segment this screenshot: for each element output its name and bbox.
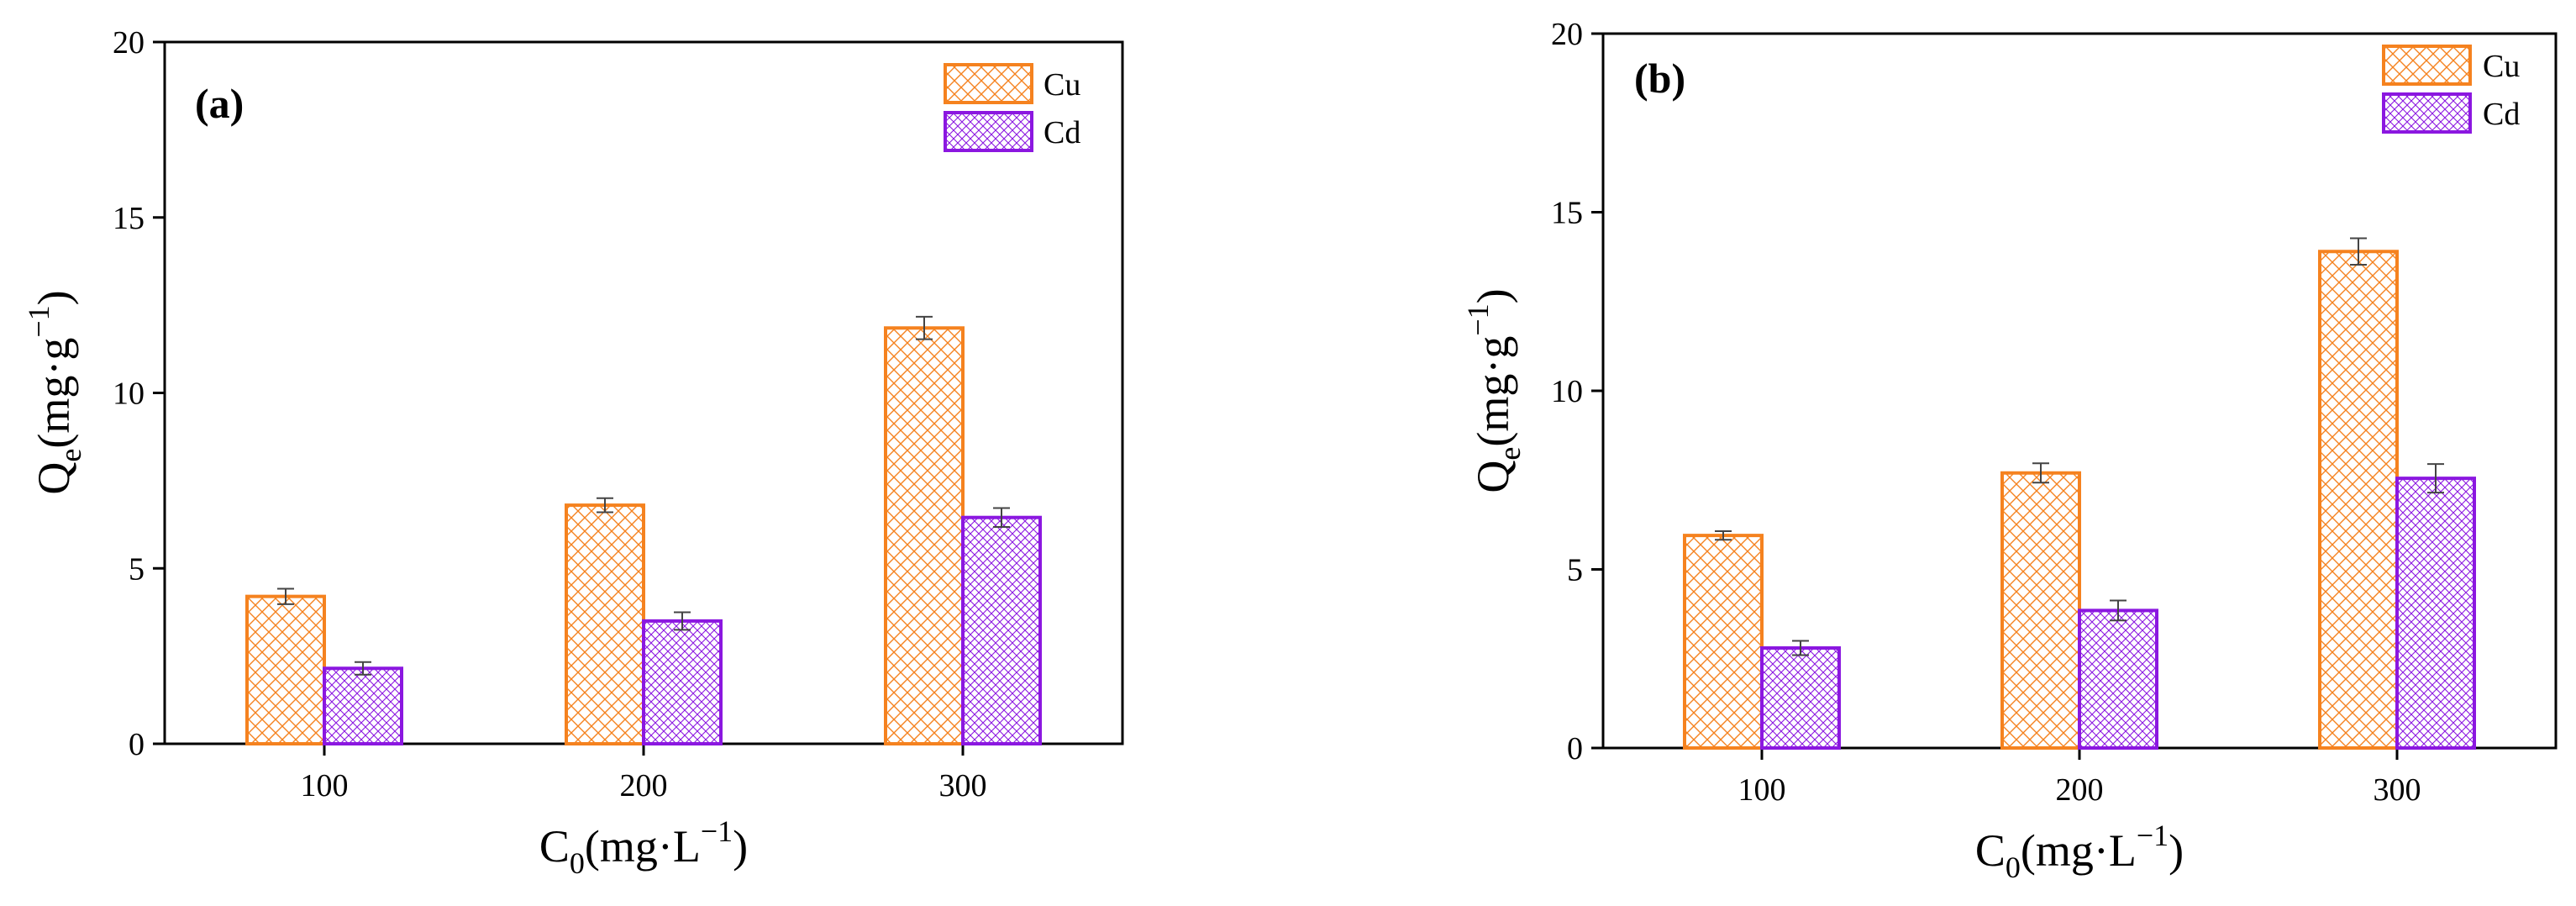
bar-cd-300 (2395, 477, 2476, 750)
bar-cu-200 (565, 503, 645, 745)
bar-cu-200 (2000, 471, 2081, 750)
bar-cu-300 (884, 326, 965, 745)
y-tick-label: 0 (129, 727, 145, 762)
panel-label: (a) (195, 80, 244, 127)
legend-label-cu: Cu (1044, 67, 1080, 103)
bars (245, 326, 1042, 746)
legend-swatch-cu (2382, 45, 2472, 86)
bar-cu-100 (1683, 534, 1764, 750)
bar-cd-200 (2078, 608, 2158, 750)
y-axis-title: Qe(mg·g−1) (22, 290, 87, 494)
legend-label-cu: Cu (2483, 49, 2520, 84)
bar-cu-100 (245, 594, 326, 746)
bar-cd-200 (642, 619, 723, 745)
x-axis-title: C0(mg·L−1) (539, 814, 748, 880)
legend: Cu Cd (2382, 45, 2520, 134)
error-bars (277, 315, 1010, 676)
y-tick-label: 5 (129, 551, 145, 587)
x-ticks: 100 200 300 (301, 744, 987, 803)
legend-swatch-cu (944, 63, 1033, 104)
bar-cd-100 (323, 666, 403, 745)
legend-label-cd: Cd (1044, 115, 1080, 150)
error-bars (1715, 237, 2444, 656)
bar-cu-300 (2318, 250, 2399, 750)
bar-cd-100 (1760, 646, 1841, 750)
x-tick-label: 200 (2056, 772, 2104, 808)
legend-swatch-cd (944, 111, 1033, 152)
x-tick-label: 100 (1738, 772, 1786, 808)
x-tick-label: 300 (939, 768, 987, 803)
panel-label: (b) (1634, 55, 1685, 102)
y-tick-label: 15 (113, 201, 145, 236)
y-tick-label: 15 (1551, 196, 1583, 231)
bars (1683, 250, 2476, 750)
y-tick-label: 20 (1551, 17, 1583, 52)
x-tick-label: 300 (2374, 772, 2421, 808)
legend-label-cd: Cd (2483, 97, 2520, 132)
y-ticks: 0 5 10 15 20 (113, 25, 165, 762)
y-tick-label: 0 (1567, 731, 1583, 766)
x-tick-label: 100 (301, 768, 349, 803)
y-axis-title: Qe(mg·g−1) (1461, 288, 1527, 493)
y-tick-label: 10 (113, 377, 145, 412)
y-tick-label: 5 (1567, 553, 1583, 588)
x-axis-title: C0(mg·L−1) (1975, 819, 2184, 884)
x-tick-label: 200 (620, 768, 668, 803)
y-tick-label: 10 (1551, 374, 1583, 409)
legend-swatch-cd (2382, 92, 2472, 134)
y-tick-label: 20 (113, 25, 145, 61)
x-ticks: 100 200 300 (1738, 748, 2421, 808)
legend: Cu Cd (944, 63, 1080, 152)
y-ticks: 0 5 10 15 20 (1551, 17, 1603, 766)
bar-cd-300 (961, 515, 1042, 746)
